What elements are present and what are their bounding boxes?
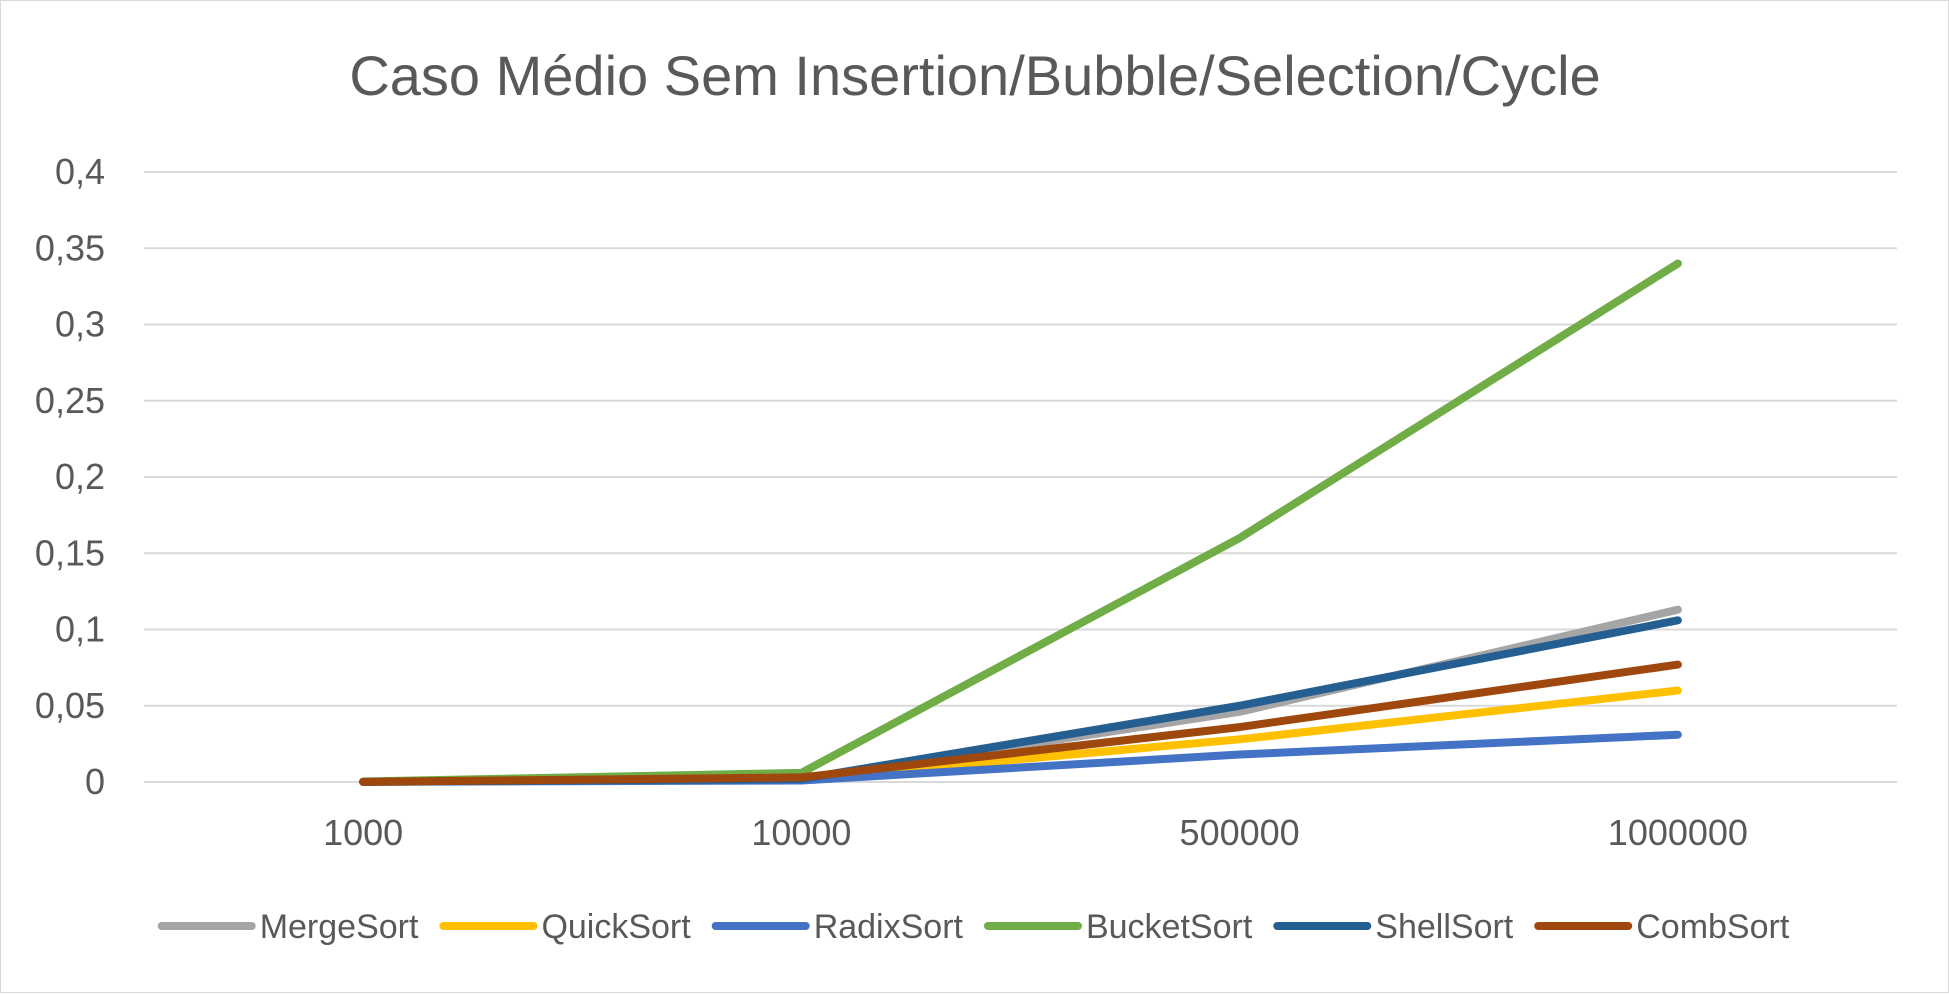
- gridlines: [144, 171, 1897, 783]
- series-lines: [359, 259, 1682, 786]
- legend-label: QuickSort: [541, 908, 691, 946]
- y-tick-label: 0,15: [35, 532, 105, 573]
- legend-item-quicksort: QuickSort: [439, 908, 691, 946]
- legend-item-mergesort: MergeSort: [157, 908, 419, 946]
- x-tick-label: 1000000: [1608, 812, 1748, 853]
- y-tick-label: 0,3: [55, 304, 105, 345]
- y-tick-label: 0,25: [35, 380, 105, 421]
- legend-label: ShellSort: [1375, 908, 1514, 946]
- legend-item-combsort: CombSort: [1534, 908, 1790, 946]
- y-tick-label: 0,35: [35, 227, 105, 268]
- legend-item-shellsort: ShellSort: [1273, 908, 1514, 946]
- legend-item-radixsort: RadixSort: [711, 908, 964, 946]
- x-tick-label: 10000: [751, 812, 851, 853]
- y-tick-label: 0,1: [55, 609, 105, 650]
- x-tick-label: 500000: [1180, 812, 1300, 853]
- y-tick-label: 0,05: [35, 685, 105, 726]
- y-tick-label: 0: [85, 761, 105, 802]
- legend-item-bucketsort: BucketSort: [983, 908, 1253, 946]
- y-tick-label: 0,4: [55, 151, 105, 192]
- series-line-bucketsort: [359, 259, 1682, 786]
- legend: MergeSort QuickSort RadixSort BucketSort She…: [157, 908, 1790, 946]
- legend-label: BucketSort: [1086, 908, 1253, 946]
- series-line-combsort: [359, 660, 1682, 786]
- legend-label: CombSort: [1636, 908, 1790, 946]
- y-axis-ticks: 0 0,05 0,1 0,15 0,2 0,25 0,3 0,35 0,4: [35, 151, 105, 802]
- legend-label: MergeSort: [260, 908, 419, 946]
- x-axis-ticks: 1000 10000 500000 1000000: [323, 812, 1748, 853]
- x-tick-label: 1000: [323, 812, 403, 853]
- chart-title: Caso Médio Sem Insertion/Bubble/Selectio…: [349, 44, 1600, 107]
- y-tick-label: 0,2: [55, 456, 105, 497]
- legend-label: RadixSort: [814, 908, 964, 946]
